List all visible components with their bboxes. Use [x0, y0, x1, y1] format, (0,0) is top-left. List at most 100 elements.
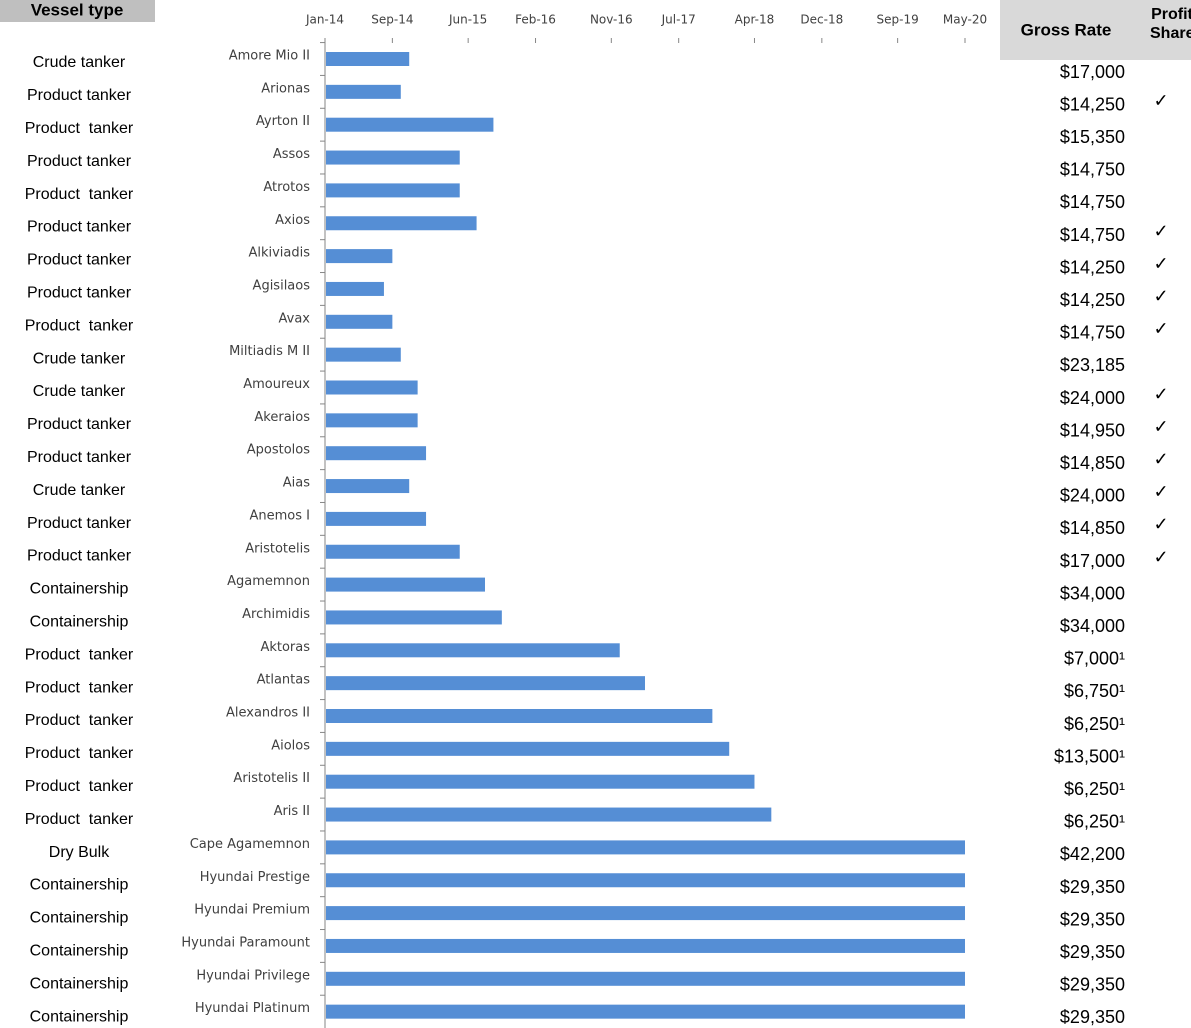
- y-tick-label: Ayrton II: [256, 114, 310, 129]
- gross-rate: $14,850: [1060, 453, 1125, 473]
- profit-share-check: ✓: [1153, 286, 1168, 306]
- vessel-type: Containership: [30, 975, 129, 992]
- gross-rate: $29,350: [1060, 975, 1125, 995]
- y-tick-label: Axios: [275, 213, 310, 228]
- profit-share-header: Profit Share: [1150, 6, 1191, 42]
- gross-rate: $14,750: [1060, 225, 1125, 245]
- y-tick-label: Arionas: [261, 81, 310, 96]
- vessel-type: Product tanker: [27, 548, 132, 565]
- gross-rate: $17,000: [1060, 62, 1125, 82]
- bar: [326, 1004, 965, 1019]
- vessel-type: Product tanker: [25, 120, 134, 137]
- vessel-type: Product tanker: [25, 778, 134, 795]
- bar: [326, 840, 965, 855]
- header-bg: [1000, 0, 1191, 60]
- vessel-type: Crude tanker: [33, 482, 126, 499]
- vessel-type: Product tanker: [25, 646, 134, 663]
- y-tick-label: Atlantas: [257, 673, 311, 688]
- x-tick-label: Sep-14: [371, 13, 413, 27]
- profit-share-check: ✓: [1153, 416, 1168, 436]
- bar: [326, 544, 460, 559]
- y-tick-label: Aristotelis: [245, 541, 310, 556]
- gross-rate: $24,000: [1060, 486, 1125, 506]
- vessel-type: Containership: [30, 910, 129, 927]
- bar: [326, 774, 755, 789]
- y-tick-label: Amoureux: [243, 377, 310, 392]
- x-tick-label: Jun-15: [448, 13, 487, 27]
- gross-rate: $29,350: [1060, 942, 1125, 962]
- x-tick-label: Sep-19: [877, 13, 919, 27]
- gross-rate: $17,000: [1060, 551, 1125, 571]
- gross-rate: $14,250: [1060, 94, 1125, 114]
- vessel-type: Product tanker: [27, 449, 132, 466]
- y-tick-label: Archimidis: [242, 607, 310, 622]
- y-tick-label: Hyundai Premium: [194, 903, 310, 918]
- bar: [326, 906, 965, 921]
- gross-rate: $14,250: [1060, 290, 1125, 310]
- gross-rate: $24,000: [1060, 388, 1125, 408]
- vessel-type: Containership: [30, 581, 129, 598]
- x-tick-label: Jul-17: [661, 13, 696, 27]
- vessel-type: Crude tanker: [33, 383, 126, 400]
- vessel-type: Containership: [30, 877, 129, 894]
- profit-share-check: ✓: [1153, 514, 1168, 534]
- x-tick-label: May-20: [943, 13, 987, 27]
- gross-rate: $34,000: [1060, 583, 1125, 603]
- vessel-type: Crude tanker: [33, 350, 126, 367]
- gross-rate: $6,250¹: [1064, 812, 1125, 832]
- bar: [326, 117, 494, 132]
- vessel-type: Product tanker: [27, 87, 132, 104]
- bar: [326, 511, 427, 526]
- profit-share-check: ✓: [1153, 90, 1168, 110]
- bar: [326, 84, 401, 99]
- y-tick-label: Aktoras: [260, 640, 310, 655]
- gross-rate-header: Gross Rate: [1021, 20, 1112, 39]
- vessel-type: Product tanker: [27, 252, 132, 269]
- vessel-type: Product tanker: [27, 515, 132, 532]
- bar: [326, 314, 393, 329]
- y-tick-label: Cape Agamemnon: [190, 837, 310, 852]
- profit-share-check: ✓: [1153, 449, 1168, 469]
- y-tick-label: Hyundai Paramount: [181, 935, 310, 950]
- gross-rate: $29,350: [1060, 877, 1125, 897]
- vessel-type: Product tanker: [25, 712, 134, 729]
- gross-rate: $14,250: [1060, 257, 1125, 277]
- profit-share-check: ✓: [1153, 384, 1168, 404]
- bar: [326, 347, 401, 362]
- y-tick-label: Amore Mio II: [229, 49, 310, 64]
- gross-rate: $29,350: [1060, 1007, 1125, 1027]
- vessel-type: Containership: [30, 943, 129, 960]
- y-tick-label: Aiolos: [271, 738, 310, 753]
- gross-rate: $14,750: [1060, 323, 1125, 343]
- header-bg: [0, 0, 155, 22]
- y-tick-label: Agisilaos: [253, 278, 311, 293]
- x-tick-label: Dec-18: [800, 13, 843, 27]
- y-tick-label: Atrotos: [263, 180, 310, 195]
- gross-rate: $14,950: [1060, 420, 1125, 440]
- x-tick-label: Jan-14: [305, 13, 344, 27]
- profit-share-check: ✓: [1153, 253, 1168, 273]
- bar: [326, 216, 477, 231]
- vessel-type: Dry Bulk: [49, 844, 110, 861]
- vessel-type: Containership: [30, 614, 129, 631]
- gross-rate: $6,750¹: [1064, 681, 1125, 701]
- y-tick-label: Assos: [273, 147, 310, 162]
- bar: [326, 446, 427, 461]
- y-tick-label: Akeraios: [254, 410, 310, 425]
- gross-rate: $23,185: [1060, 355, 1125, 375]
- vessel-type-header: Vessel type: [31, 0, 124, 19]
- gross-rate: $14,850: [1060, 518, 1125, 538]
- bar: [326, 249, 393, 264]
- y-tick-label: Agamemnon: [227, 574, 310, 589]
- vessel-type: Product tanker: [25, 317, 134, 334]
- x-tick-label: Apr-18: [735, 13, 775, 27]
- gross-rate: $15,350: [1060, 127, 1125, 147]
- gross-rate: $34,000: [1060, 616, 1125, 636]
- bar: [326, 741, 730, 756]
- gross-rate: $42,200: [1060, 844, 1125, 864]
- y-tick-label: Aris II: [274, 804, 310, 819]
- bar: [326, 150, 460, 165]
- profit-share-check: ✓: [1153, 482, 1168, 502]
- bar: [326, 577, 485, 592]
